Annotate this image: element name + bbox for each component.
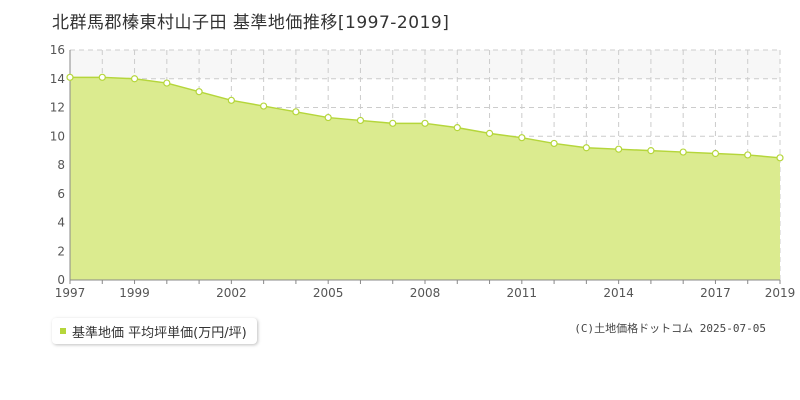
y-tick-label: 4 — [57, 216, 65, 230]
legend: 基準地価 平均坪単価(万円/坪) — [52, 318, 257, 344]
data-point — [744, 151, 752, 159]
axes — [69, 50, 781, 284]
data-points — [66, 73, 784, 162]
copyright-text: (C)土地価格ドットコム 2025-07-05 — [574, 322, 766, 335]
data-point — [356, 116, 365, 125]
data-point — [679, 148, 687, 156]
y-tick-label: 8 — [57, 158, 65, 172]
data-point — [195, 88, 203, 96]
data-point — [582, 144, 590, 152]
data-point — [163, 79, 171, 87]
y-tick-label: 6 — [57, 187, 65, 201]
data-point — [518, 134, 526, 142]
x-tick-labels: 1997 1999 2002 2005 2008 2011 2014 2017 2019 — [55, 286, 796, 300]
legend-swatch — [60, 328, 66, 334]
x-tick-label: 2008 — [410, 286, 441, 300]
area-fill — [70, 77, 780, 280]
x-tick-label: 2005 — [313, 286, 344, 300]
chart-title: 北群馬郡榛東村山子田 基準地価推移[1997-2019] — [52, 13, 450, 33]
y-tick-label: 14 — [50, 72, 65, 86]
y-tick-label: 10 — [50, 129, 65, 143]
x-tick-label: 1999 — [119, 286, 150, 300]
y-tick-label: 2 — [57, 244, 65, 258]
data-point — [647, 147, 655, 155]
data-point — [292, 108, 300, 116]
data-point — [389, 119, 397, 127]
legend-label: 基準地価 平均坪単価(万円/坪) — [72, 325, 247, 341]
y-tick-label: 0 — [57, 273, 65, 287]
x-tick-label: 2011 — [507, 286, 538, 300]
data-point — [98, 73, 106, 81]
data-point — [615, 145, 623, 153]
data-point — [130, 75, 139, 83]
data-point — [324, 113, 332, 122]
x-tick-label: 1997 — [55, 286, 86, 300]
x-tick-label: 2002 — [216, 286, 247, 300]
data-point — [776, 154, 784, 162]
y-tick-label: 12 — [50, 101, 65, 115]
data-point — [421, 119, 429, 127]
data-point — [485, 129, 494, 137]
data-point — [453, 124, 461, 132]
data-point — [550, 139, 558, 148]
data-point — [711, 149, 720, 158]
x-tick-label: 2017 — [700, 286, 731, 300]
x-tick-label: 2014 — [603, 286, 634, 300]
y-tick-labels: 0 2 4 6 8 10 12 14 16 — [50, 43, 65, 287]
y-tick-label: 16 — [50, 43, 65, 57]
data-point — [66, 73, 74, 81]
x-tick-label: 2019 — [765, 286, 796, 300]
data-point — [227, 96, 235, 104]
data-point — [260, 102, 268, 110]
